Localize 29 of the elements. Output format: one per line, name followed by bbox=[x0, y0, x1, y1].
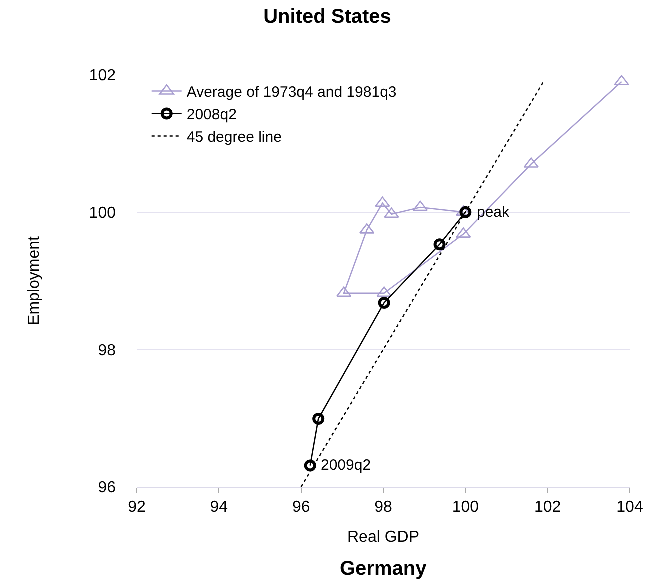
x-tick-label: 94 bbox=[210, 499, 228, 516]
legend-label: 45 degree line bbox=[186, 129, 282, 146]
point bbox=[384, 208, 400, 218]
y-tick-label: 98 bbox=[98, 342, 116, 360]
point bbox=[376, 286, 392, 298]
point bbox=[614, 75, 630, 86]
y-tick-label: 100 bbox=[89, 204, 116, 222]
x-tick-label: 104 bbox=[616, 499, 644, 516]
y-tick-label: 102 bbox=[89, 68, 116, 85]
x-tick-label: 100 bbox=[452, 499, 480, 516]
point bbox=[375, 196, 390, 208]
point bbox=[304, 460, 316, 472]
x-axis-title: Real GDP bbox=[347, 528, 420, 546]
point bbox=[460, 206, 472, 218]
legend-label: Average of 1973q4 and 1981q3 bbox=[186, 84, 397, 102]
annotation: peak bbox=[477, 204, 510, 221]
y-axis-title: Employment bbox=[26, 236, 44, 326]
point bbox=[434, 238, 446, 251]
point bbox=[312, 413, 325, 426]
x-tick-label: 102 bbox=[534, 499, 562, 516]
x-tick-label: 96 bbox=[292, 499, 310, 516]
legend-label: 2008q2 bbox=[186, 106, 237, 124]
y-tick-label: 96 bbox=[98, 480, 116, 497]
annotation: 2009q2 bbox=[321, 457, 372, 474]
chart-title: United States bbox=[264, 6, 392, 28]
x-tick-label: 98 bbox=[374, 499, 392, 516]
x-tick-label: 92 bbox=[128, 499, 146, 516]
text: Germany bbox=[340, 558, 428, 580]
point bbox=[378, 296, 390, 309]
